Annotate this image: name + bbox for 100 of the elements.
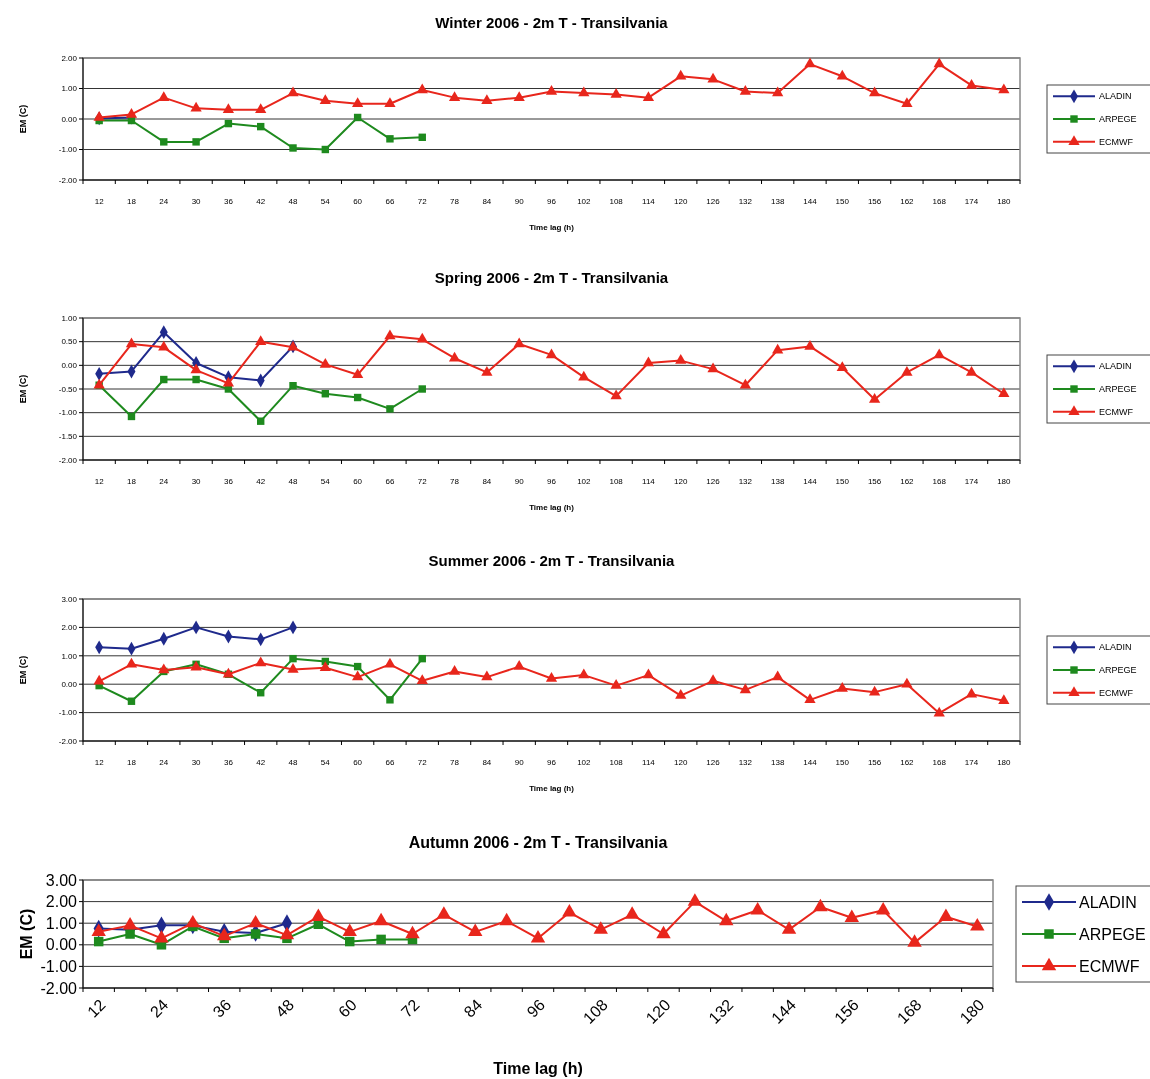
x-tick-label: 66 bbox=[385, 758, 395, 767]
x-tick-label: 132 bbox=[705, 995, 737, 1027]
point bbox=[384, 329, 396, 340]
x-tick-label: 108 bbox=[579, 995, 611, 1027]
y-tick-label: -1.00 bbox=[40, 958, 78, 975]
x-tick-label: 12 bbox=[94, 197, 105, 206]
y-axis-title: EM (C) bbox=[18, 104, 28, 134]
y-tick-label: 3.00 bbox=[45, 871, 78, 889]
x-tick-label: 168 bbox=[893, 995, 925, 1027]
y-tick-label: -0.50 bbox=[58, 384, 78, 394]
x-tick-label: 102 bbox=[577, 758, 592, 767]
point bbox=[158, 663, 170, 674]
point bbox=[593, 921, 608, 934]
chart-title: Spring 2006 - 2m T - Transilvania bbox=[434, 269, 669, 286]
legend-label: ALADIN bbox=[1099, 642, 1132, 653]
point bbox=[772, 670, 784, 681]
point bbox=[707, 362, 719, 373]
x-tick-label: 126 bbox=[706, 477, 721, 486]
x-tick-label: 162 bbox=[900, 758, 915, 767]
x-tick-label: 150 bbox=[835, 758, 850, 767]
x-tick-label: 66 bbox=[385, 477, 395, 486]
x-tick-label: 66 bbox=[385, 197, 395, 206]
x-tick-label: 72 bbox=[417, 197, 428, 206]
y-tick-label: 2.00 bbox=[61, 53, 78, 63]
x-axis-title: Time lag (h) bbox=[529, 503, 575, 512]
y-tick-label: 0.00 bbox=[61, 680, 78, 689]
point bbox=[190, 363, 202, 374]
point bbox=[311, 908, 326, 921]
x-tick-label: 126 bbox=[706, 758, 721, 767]
point bbox=[844, 909, 859, 922]
point bbox=[545, 672, 558, 682]
point bbox=[222, 103, 235, 114]
x-tick-label: 48 bbox=[288, 758, 299, 767]
point bbox=[901, 365, 913, 376]
point bbox=[319, 357, 331, 368]
x-tick-label: 120 bbox=[642, 995, 674, 1027]
point bbox=[513, 660, 525, 670]
point bbox=[513, 91, 525, 101]
y-tick-label: -2.00 bbox=[58, 175, 78, 185]
point bbox=[217, 927, 232, 941]
y-tick-label: 2.00 bbox=[45, 893, 78, 911]
y-tick-label: 1.00 bbox=[61, 313, 78, 323]
point bbox=[481, 94, 493, 104]
point bbox=[257, 417, 265, 425]
point bbox=[875, 901, 891, 915]
x-tick-label: 168 bbox=[932, 197, 947, 206]
point bbox=[933, 57, 945, 68]
x-tick-label: 78 bbox=[450, 758, 460, 767]
chart-title: Summer 2006 - 2m T - Transilvania bbox=[428, 552, 676, 569]
x-tick-label: 84 bbox=[482, 758, 492, 767]
x-tick-label: 18 bbox=[127, 477, 137, 486]
x-tick-label: 30 bbox=[191, 758, 202, 767]
x-tick-label: 78 bbox=[450, 197, 460, 206]
x-tick-label: 90 bbox=[514, 758, 525, 767]
y-tick-label: -2.00 bbox=[58, 455, 78, 465]
point bbox=[125, 337, 138, 348]
point bbox=[384, 97, 396, 107]
y-tick-label: 1.00 bbox=[61, 84, 78, 94]
x-tick-label: 12 bbox=[84, 995, 109, 1021]
point bbox=[255, 656, 267, 667]
point bbox=[868, 86, 881, 97]
point bbox=[707, 674, 719, 685]
x-tick-label: 180 bbox=[997, 477, 1012, 486]
x-tick-label: 150 bbox=[835, 477, 850, 486]
x-tick-label: 48 bbox=[288, 477, 299, 486]
point bbox=[416, 332, 428, 343]
point bbox=[772, 86, 784, 97]
point bbox=[158, 91, 170, 101]
point bbox=[384, 657, 396, 668]
point bbox=[998, 83, 1010, 94]
x-tick-label: 168 bbox=[932, 758, 947, 767]
x-tick-label: 162 bbox=[900, 197, 915, 206]
x-tick-label: 42 bbox=[256, 758, 266, 767]
y-tick-label: 1.00 bbox=[61, 651, 78, 661]
point bbox=[436, 906, 452, 919]
x-tick-label: 48 bbox=[272, 995, 298, 1021]
x-tick-label: 156 bbox=[867, 477, 882, 486]
x-tick-label: 24 bbox=[159, 758, 169, 767]
point bbox=[656, 925, 671, 939]
x-tick-label: 18 bbox=[127, 197, 137, 206]
point bbox=[386, 696, 394, 704]
point bbox=[154, 930, 169, 943]
point bbox=[965, 687, 978, 698]
point bbox=[578, 370, 590, 381]
point bbox=[279, 926, 295, 940]
x-tick-label: 72 bbox=[417, 758, 428, 767]
point bbox=[970, 918, 985, 931]
x-tick-label: 24 bbox=[146, 995, 172, 1021]
x-tick-label: 132 bbox=[738, 758, 753, 767]
point bbox=[813, 898, 828, 912]
point bbox=[687, 893, 703, 906]
point bbox=[739, 85, 751, 95]
point bbox=[675, 354, 687, 364]
x-tick-label: 126 bbox=[706, 197, 721, 206]
point bbox=[675, 689, 687, 699]
point bbox=[804, 693, 816, 704]
point bbox=[376, 934, 386, 945]
point bbox=[93, 674, 105, 685]
point bbox=[965, 365, 978, 376]
x-tick-label: 72 bbox=[397, 995, 423, 1021]
